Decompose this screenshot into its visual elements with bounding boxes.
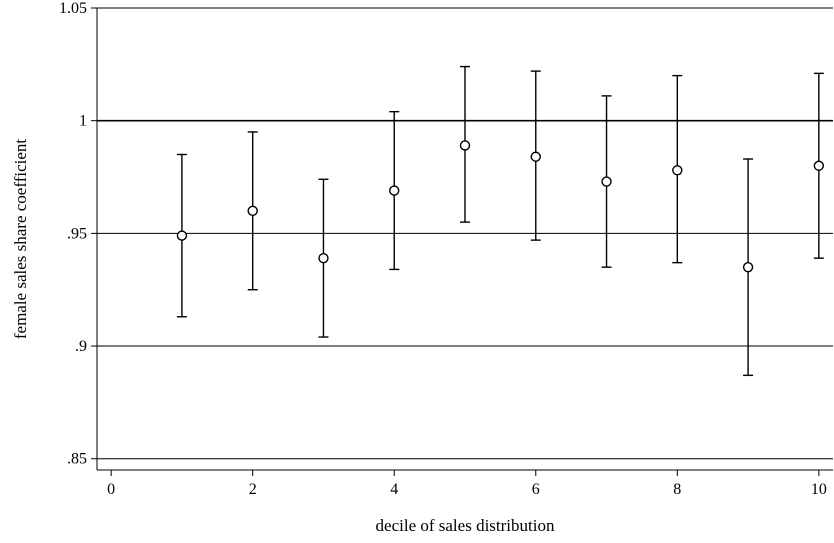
y-tick-label: 1.05 — [59, 0, 87, 17]
y-axis-ticks: .85 .9 .95 1 1.05 — [59, 0, 97, 468]
x-axis-title: decile of sales distribution — [376, 516, 555, 535]
point-marker — [318, 252, 329, 264]
data-point-8 — [672, 74, 683, 264]
y-tick-label: .85 — [67, 451, 87, 468]
x-tick-label: 6 — [532, 481, 540, 498]
x-tick-label: 10 — [811, 481, 827, 498]
point-marker — [247, 205, 258, 217]
data-point-4 — [389, 110, 400, 271]
point-marker — [389, 185, 400, 196]
data-point-9 — [742, 158, 754, 377]
data-point-10 — [813, 72, 825, 259]
point-marker — [672, 165, 683, 176]
point-marker — [601, 176, 612, 187]
x-tick-label: 4 — [390, 481, 398, 498]
data-point-5 — [459, 65, 471, 223]
coefficient-series — [176, 65, 825, 377]
x-axis-ticks: 0 2 4 6 8 10 — [107, 470, 827, 498]
point-marker — [176, 230, 188, 241]
data-point-1 — [176, 153, 188, 318]
y-tick-label: .9 — [75, 338, 87, 355]
y-tick-label: 1 — [79, 113, 87, 130]
x-tick-label: 8 — [673, 481, 681, 498]
x-tick-label: 2 — [249, 481, 257, 498]
data-point-3 — [318, 178, 329, 338]
data-point-7 — [601, 95, 612, 268]
point-marker — [459, 140, 471, 151]
y-axis-title: female sales share coefficient — [11, 139, 30, 340]
point-marker — [813, 160, 825, 171]
point-marker — [530, 151, 541, 162]
x-tick-label: 0 — [107, 481, 115, 498]
data-point-6 — [530, 70, 541, 241]
point-marker — [742, 261, 754, 273]
data-point-2 — [247, 131, 258, 291]
y-tick-label: .95 — [67, 225, 87, 242]
